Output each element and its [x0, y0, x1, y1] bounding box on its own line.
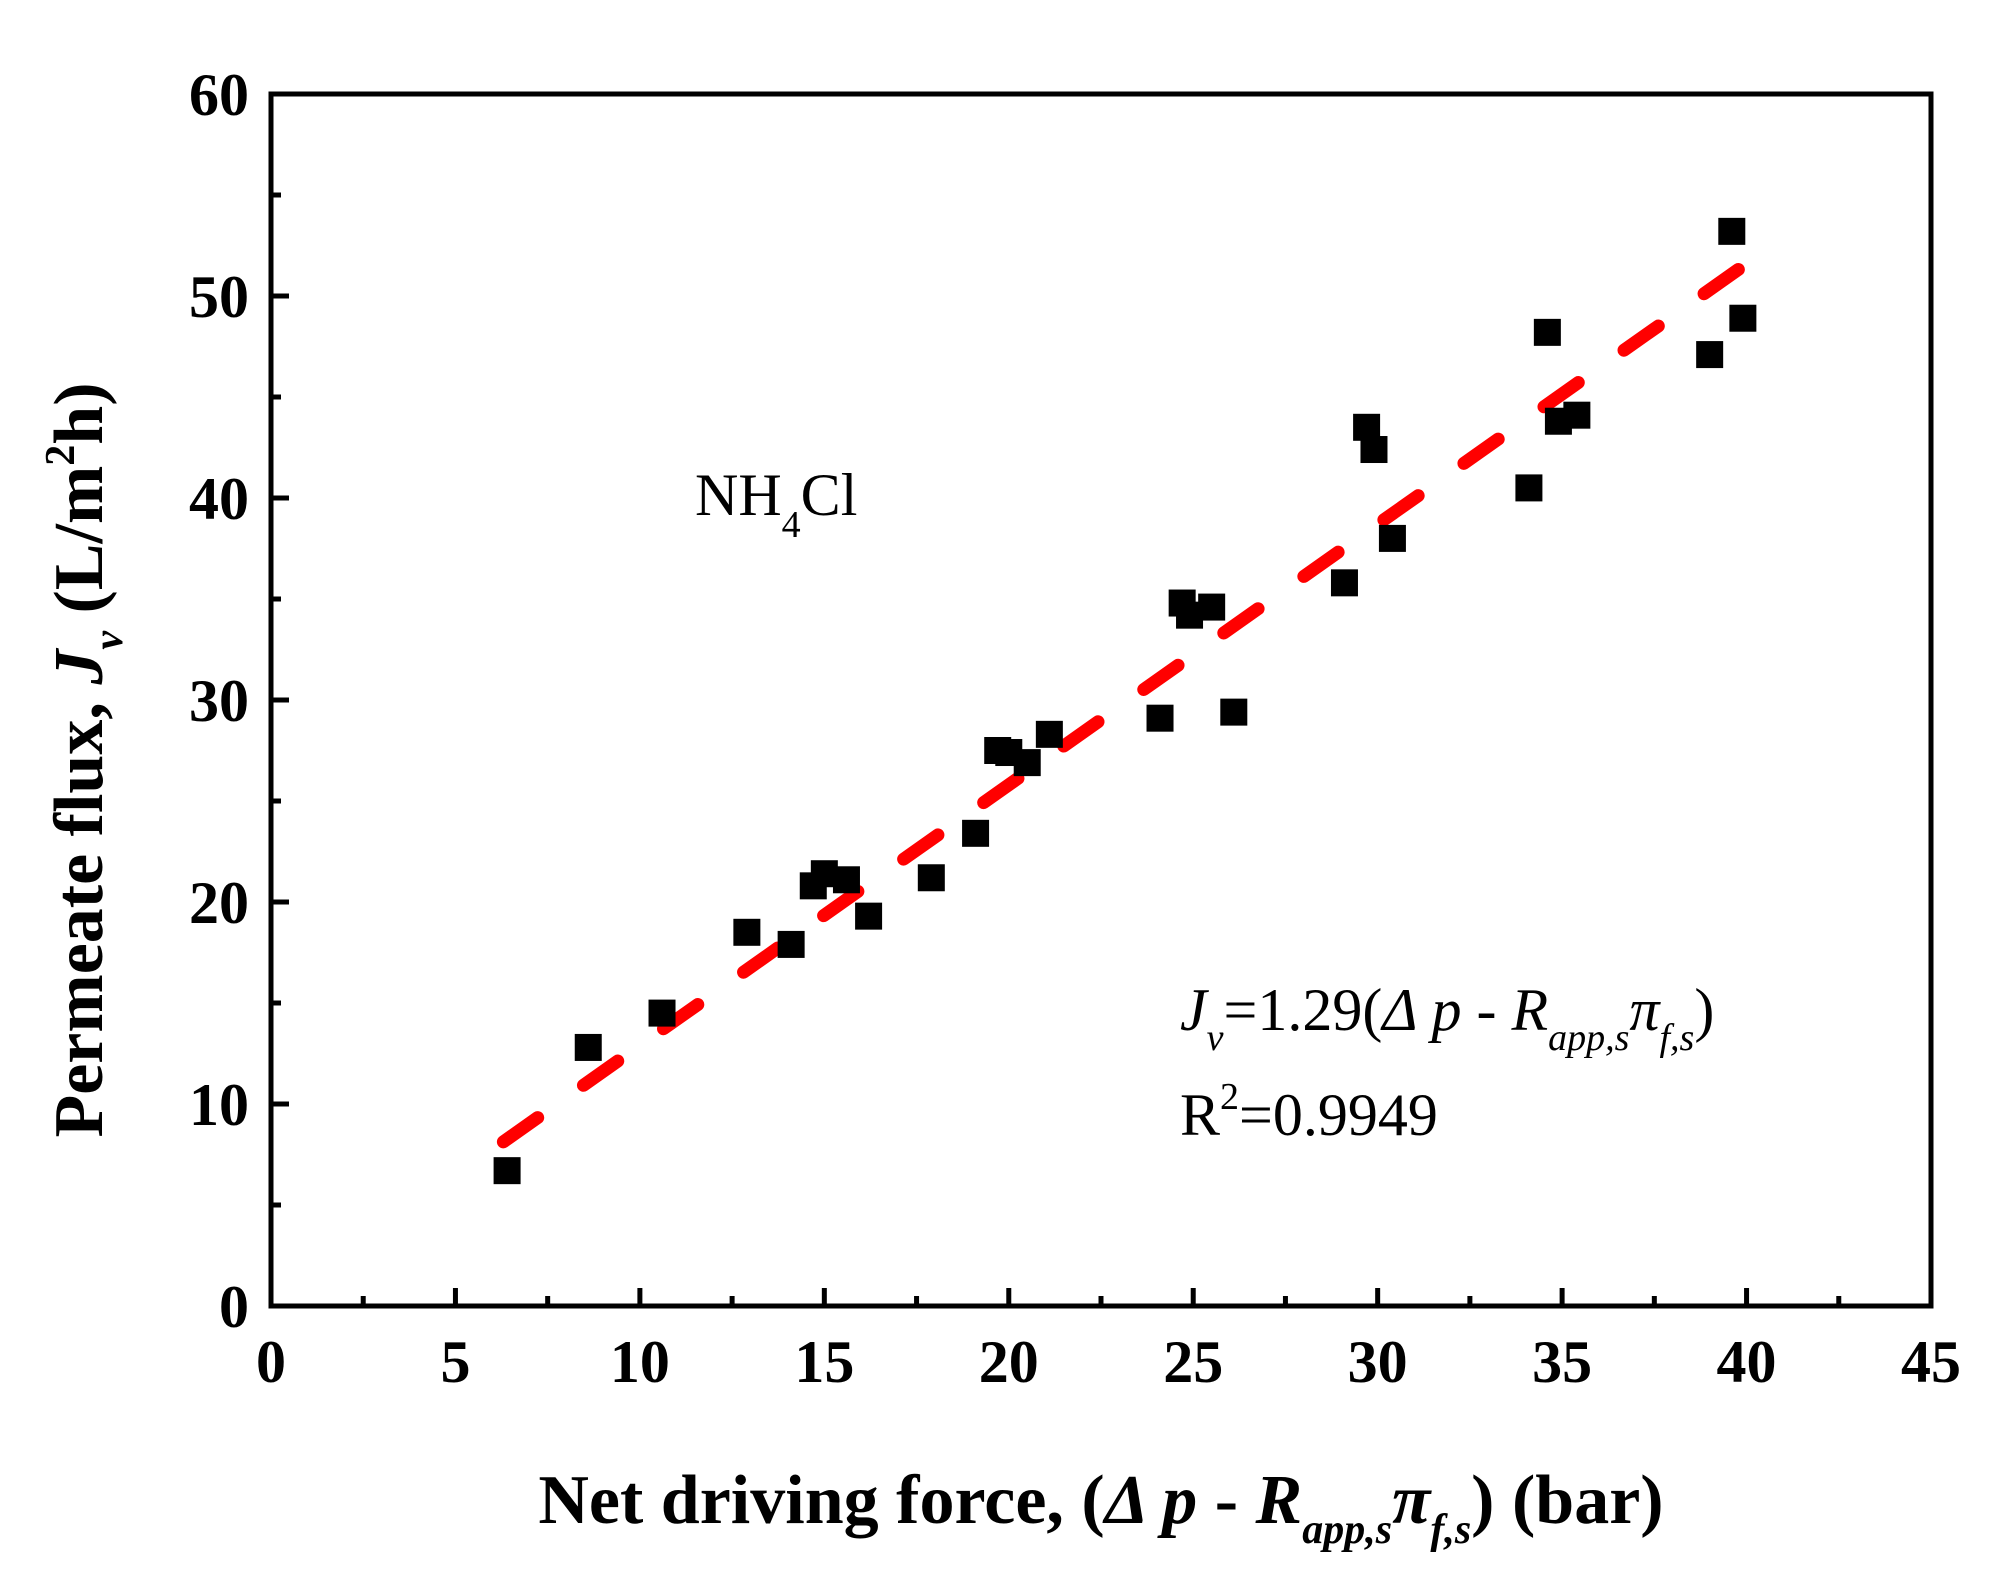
data-point — [1718, 217, 1746, 245]
y-axis-title: Permeate flux, Jv (L/m2h) — [38, 382, 132, 1137]
data-point — [1378, 524, 1406, 552]
data-point — [1013, 749, 1041, 777]
fit-line-path — [496, 257, 1754, 1149]
y-tick-label: 10 — [189, 1072, 249, 1138]
x-axis-title: Net driving force, (Δ p - Rapp,sπf,s) (b… — [538, 1462, 1663, 1553]
x-tick-labels: 0 5 10 15 20 25 30 35 40 45 — [256, 1329, 1961, 1395]
y-tick-label: 30 — [189, 668, 249, 734]
data-point — [1360, 436, 1388, 464]
fit-equation: Jv=1.29(Δ p - Rapp,sπf,s) — [1180, 977, 1714, 1059]
y-tick-label: 0 — [219, 1274, 249, 1340]
data-point — [1220, 698, 1248, 726]
data-point — [1563, 401, 1591, 429]
x-tick-label: 30 — [1348, 1329, 1408, 1395]
x-tick-label: 0 — [256, 1329, 286, 1395]
data-point — [1035, 720, 1063, 748]
compound-label: NH4Cl — [695, 462, 857, 546]
y-tick-label: 60 — [189, 62, 249, 128]
x-tick-label: 35 — [1532, 1329, 1592, 1395]
data-point — [1729, 304, 1757, 332]
data-point — [1533, 318, 1561, 346]
y-tick-label: 20 — [189, 870, 249, 936]
data-point — [917, 864, 945, 892]
fit-line — [496, 257, 1754, 1149]
data-points — [493, 217, 1757, 1185]
y-tick-labels: 0 10 20 30 40 50 60 — [189, 62, 249, 1340]
data-point — [733, 918, 761, 946]
x-tick-label: 10 — [610, 1329, 670, 1395]
x-tick-label: 45 — [1901, 1329, 1961, 1395]
data-point — [574, 1033, 602, 1061]
data-point — [832, 866, 860, 894]
data-point — [1330, 569, 1358, 597]
x-tick-label: 25 — [1163, 1329, 1223, 1395]
data-point — [1198, 593, 1226, 621]
x-tick-label: 15 — [794, 1329, 854, 1395]
y-tick-label: 50 — [189, 264, 249, 330]
data-point — [648, 999, 676, 1027]
data-point — [1696, 341, 1724, 369]
x-tick-label: 5 — [440, 1329, 470, 1395]
y-tick-label: 40 — [189, 466, 249, 532]
data-point — [777, 930, 805, 958]
x-tick-label: 40 — [1717, 1329, 1777, 1395]
data-point — [1515, 474, 1543, 502]
data-point — [493, 1157, 521, 1185]
data-point — [962, 819, 990, 847]
x-tick-label: 20 — [979, 1329, 1039, 1395]
axis-ticks — [268, 91, 1934, 1309]
data-point — [855, 902, 883, 930]
data-point — [1146, 704, 1174, 732]
r-squared-label: R2=0.9949 — [1180, 1076, 1438, 1148]
